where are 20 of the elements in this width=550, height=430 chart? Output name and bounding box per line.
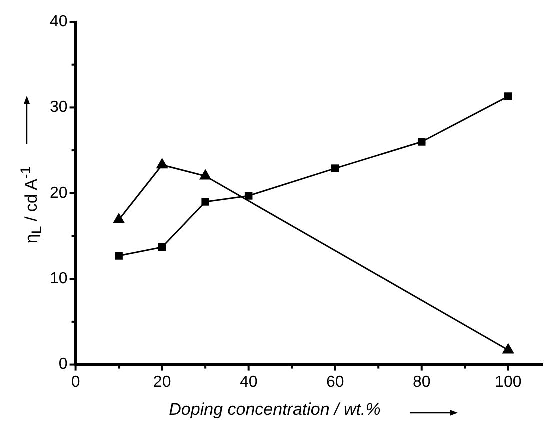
x-tick-label: 60	[326, 374, 344, 391]
x-tick-label: 40	[240, 374, 258, 391]
y-tick-label: 10	[50, 270, 68, 288]
y-tick-label: 20	[50, 184, 68, 202]
y-tick-label: 30	[50, 99, 68, 116]
point	[331, 164, 340, 172]
point	[115, 252, 123, 260]
y-tick-label: 0	[58, 356, 68, 374]
x-axis-title: Doping concentration / wt.%	[168, 400, 382, 420]
point	[158, 244, 166, 252]
point	[244, 192, 253, 200]
point	[502, 343, 514, 354]
point	[504, 92, 512, 100]
point	[418, 138, 426, 146]
x-tick-label: 100	[495, 374, 522, 391]
x-tick-label: 20	[153, 374, 172, 391]
y-tick-label: 40	[50, 13, 68, 30]
x-tick-label: 0	[71, 374, 80, 391]
x-tick-label: 80	[412, 374, 431, 391]
point	[202, 198, 210, 206]
